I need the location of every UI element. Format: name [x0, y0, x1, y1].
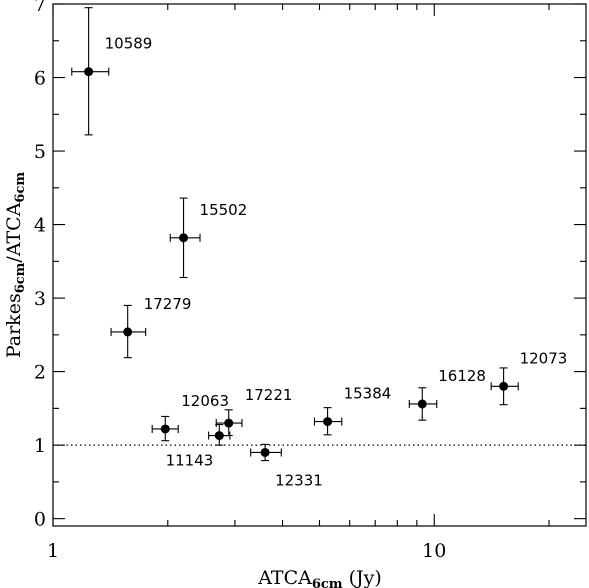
data-marker [214, 431, 224, 441]
data-point-11143: 11143 [166, 423, 231, 470]
data-points: 10589 15502 17279 12063 11143 17221 12331 15384… [71, 7, 568, 489]
y-axis-title-sep: /ATCA [3, 202, 25, 262]
data-marker [224, 418, 234, 428]
x-tick-label: 1 [47, 540, 59, 562]
data-marker [179, 233, 189, 243]
data-point-12331: 12331 [250, 443, 323, 489]
plot-frame [52, 3, 587, 527]
point-label: 17221 [245, 386, 293, 404]
y-tick-label: 2 [34, 362, 46, 384]
data-marker [323, 417, 333, 427]
y-tick-label: 7 [34, 0, 46, 16]
data-marker [499, 381, 509, 391]
y-axis-title-sub2: 6cm [13, 172, 28, 203]
point-label: 12073 [520, 349, 568, 367]
data-point-17279: 17279 [110, 295, 192, 359]
data-marker [160, 424, 170, 434]
data-point-15502: 15502 [169, 197, 248, 279]
data-marker [84, 67, 94, 77]
x-axis-title-sub: 6cm [312, 577, 343, 588]
point-label: 16128 [438, 367, 486, 385]
data-point-15384: 15384 [313, 385, 392, 436]
y-axis-title-main: Parkes [3, 293, 25, 358]
point-label: 12331 [275, 471, 323, 489]
y-axis-title-sub1: 6cm [13, 262, 28, 293]
y-tick-label: 1 [34, 435, 46, 457]
point-label: 12063 [181, 392, 229, 410]
point-label: 11143 [166, 452, 214, 470]
y-tick-label: 4 [34, 215, 46, 237]
data-point-10589: 10589 [71, 7, 153, 136]
x-tick-label: 10 [422, 540, 446, 562]
data-point-12063: 12063 [151, 392, 229, 442]
y-tick-label: 3 [34, 288, 46, 310]
point-label: 10589 [105, 35, 153, 53]
data-marker [417, 399, 427, 409]
data-point-16128: 16128 [408, 367, 486, 421]
data-marker [123, 327, 133, 337]
y-tick-label: 0 [34, 509, 46, 531]
y-tick-label: 5 [34, 141, 46, 163]
y-axis-title: Parkes6cm/ATCA6cm [3, 172, 28, 359]
point-label: 15384 [344, 385, 392, 403]
data-point-17221: 17221 [215, 386, 293, 437]
x-axis-title-suffix: (Jy) [343, 567, 382, 588]
x-axis-title: ATCA6cm (Jy) [257, 567, 382, 588]
data-point-12073: 12073 [490, 349, 568, 406]
y-tick-label: 6 [34, 68, 46, 90]
x-axis-title-main: ATCA [257, 567, 312, 588]
point-label: 17279 [144, 295, 192, 313]
data-marker [260, 447, 270, 457]
point-label: 15502 [200, 201, 248, 219]
